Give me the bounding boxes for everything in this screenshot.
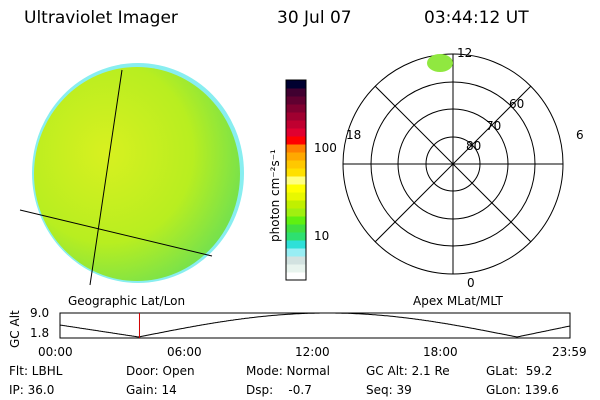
colorbar-frame [285,79,307,281]
polar-plot [342,53,564,275]
info-seq: Seq: 39 [366,383,412,397]
colorbar-swatch [286,208,306,217]
geographic-image [19,63,244,286]
colorbar-swatch [286,192,306,201]
colorbar-swatch [286,168,306,177]
colorbar-swatch [286,112,306,121]
lat-label-80: 80 [466,139,482,153]
time-label: 03:44:12 UT [424,8,529,28]
colorbar [285,79,307,281]
mlt-label-18: 18 [346,128,362,142]
mlt-label-0: 0 [467,276,475,290]
alt-ylabel: GC Alt [8,310,22,348]
colorbar-swatch [286,160,306,169]
alt-ytick-max: 9.0 [30,306,50,320]
info-glon: GLon: 139.6 [486,383,559,397]
mlt-label-12: 12 [457,46,473,60]
alt-xtick: 23:59 [552,345,587,359]
colorbar-swatch [286,96,306,105]
colorbar-swatch [286,256,306,265]
info-mode: Mode: Normal [246,364,330,378]
colorbar-swatch [286,152,306,161]
aurora-spot [427,54,453,72]
mlt-label-6: 6 [576,128,584,142]
alt-ytick-min: 1.8 [30,326,50,340]
longitude-line [89,69,123,286]
lat-label-60: 60 [509,97,525,111]
info-ip: IP: 36.0 [9,383,55,397]
date-label: 30 Jul 07 [277,8,352,28]
colorbar-label: photon cm⁻²s⁻¹ [268,149,282,242]
colorbar-swatch [286,184,306,193]
latitude-line [19,209,213,257]
colorbar-swatch [286,272,306,281]
altitude-plot [59,312,571,339]
colorbar-swatch [286,240,306,249]
colorbar-swatch [286,136,306,145]
apex-label: Apex MLat/MLT [413,294,503,308]
colorbar-swatch [286,216,306,225]
colorbar-swatch [286,224,306,233]
colorbar-swatch [286,264,306,273]
instrument-title: Ultraviolet Imager [24,8,178,28]
info-glat: GLat: 59.2 [486,364,553,378]
info-door: Door: Open [126,364,195,378]
alt-xtick: 06:00 [167,345,202,359]
colorbar-swatch [286,128,306,137]
info-dsp: Dsp: -0.7 [246,383,312,397]
alt-xtick: 12:00 [295,345,330,359]
colorbar-tick-100: 100 [314,141,337,155]
alt-xtick: 18:00 [423,345,458,359]
colorbar-swatch [286,144,306,153]
info-filter: Flt: LBHL [9,364,63,378]
colorbar-tick-10: 10 [314,229,330,243]
colorbar-swatch [286,200,306,209]
alt-xtick: 00:00 [38,345,73,359]
colorbar-swatch [286,120,306,129]
colorbar-swatch [286,88,306,97]
colorbar-swatch [286,80,306,89]
info-gain: Gain: 14 [126,383,177,397]
colorbar-swatch [286,232,306,241]
info-gc-alt: GC Alt: 2.1 Re [366,364,450,378]
geographic-label: Geographic Lat/Lon [68,294,186,308]
colorbar-swatch [286,176,306,185]
colorbar-swatch [286,104,306,113]
colorbar-swatch [286,248,306,257]
lat-label-70: 70 [486,119,502,133]
